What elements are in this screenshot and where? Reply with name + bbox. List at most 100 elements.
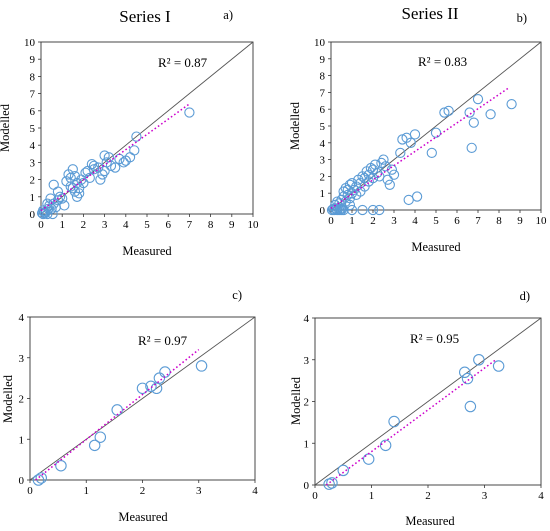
data-point <box>395 147 406 159</box>
panel-letter: a) <box>223 8 233 22</box>
data-point <box>461 372 474 385</box>
y-tick-label: 4 <box>304 313 310 325</box>
y-tick-label: 9 <box>30 54 36 66</box>
y-axis-label: Modelled <box>289 376 303 425</box>
y-axis-label: Modelled <box>0 103 12 152</box>
series-title: Series II <box>401 4 458 23</box>
panel-letter: d) <box>520 289 530 303</box>
data-point <box>379 439 392 452</box>
data-point <box>382 174 393 185</box>
data-point <box>357 204 368 216</box>
x-tick-label: 6 <box>454 215 460 227</box>
x-tick-label: 0 <box>27 485 33 497</box>
x-tick-label: 1 <box>369 490 375 502</box>
x-tick-label: 8 <box>496 215 502 227</box>
y-tick-label: 10 <box>314 37 326 49</box>
x-tick-label: 0 <box>38 219 44 231</box>
data-point <box>94 431 107 443</box>
data-point <box>131 131 142 142</box>
y-tick-label: 1 <box>304 438 310 450</box>
x-tick-label: 1 <box>59 219 65 231</box>
data-point <box>111 404 123 416</box>
data-point <box>88 160 100 171</box>
y-tick-label: 0 <box>320 205 326 217</box>
data-point <box>472 93 484 105</box>
y-tick-label: 3 <box>30 157 36 169</box>
data-point <box>464 400 477 413</box>
series-title: Series I <box>119 7 171 26</box>
data-point <box>52 186 64 197</box>
data-point <box>74 188 85 199</box>
data-point <box>159 366 171 378</box>
data-point <box>337 464 349 477</box>
y-tick-label: 3 <box>304 355 310 367</box>
y-tick-label: 4 <box>320 138 326 150</box>
y-tick-label: 5 <box>30 123 36 135</box>
y-tick-label: 9 <box>320 54 326 66</box>
y-tick-label: 7 <box>320 87 326 99</box>
y-axis-label: Modelled <box>288 101 302 150</box>
chart-panel-4: 00 1 1 2 2 3 3 4 4 R² = 0.95 Measured Modelled d) <box>289 289 544 528</box>
x-tick-label: 1 <box>349 215 355 227</box>
y-tick-label: 0 <box>30 209 36 221</box>
data-point <box>55 459 67 472</box>
r-squared-label: R² = 0.97 <box>138 333 188 348</box>
y-axis-label: Modelled <box>1 374 15 423</box>
data-point <box>59 200 70 211</box>
data-point <box>42 198 53 209</box>
x-tick-label: 5 <box>144 219 150 231</box>
y-tick-label: 8 <box>30 71 36 83</box>
x-tick-label: 3 <box>196 485 202 497</box>
data-point <box>97 169 108 180</box>
data-point <box>367 204 379 216</box>
y-tick-label: 0 <box>304 480 310 492</box>
data-point <box>326 477 338 489</box>
x-tick-label: 4 <box>123 219 129 231</box>
data-point <box>464 107 475 118</box>
data-point <box>492 360 505 372</box>
y-tick-label: 6 <box>320 104 326 116</box>
data-point <box>67 164 78 175</box>
y-tick-label: 7 <box>30 89 36 101</box>
x-tick-label: 6 <box>165 219 171 231</box>
r-squared-label: R² = 0.87 <box>158 55 208 70</box>
data-point <box>473 353 485 366</box>
data-point <box>35 472 47 484</box>
y-tick-label: 8 <box>320 71 326 83</box>
data-point <box>374 204 385 216</box>
y-tick-label: 2 <box>320 171 326 183</box>
x-tick-label: 4 <box>538 490 544 502</box>
data-point <box>110 162 121 173</box>
data-point <box>367 172 379 184</box>
y-tick-label: 1 <box>30 192 36 204</box>
data-point <box>468 117 479 128</box>
data-point <box>129 145 140 156</box>
y-tick-label: 3 <box>19 353 25 365</box>
data-point <box>388 169 400 180</box>
data-point <box>403 194 414 206</box>
data-point <box>409 129 421 140</box>
data-point <box>99 165 110 177</box>
data-point <box>88 439 101 452</box>
data-point <box>86 158 98 170</box>
data-point <box>136 382 149 395</box>
one-to-one-line <box>314 317 542 486</box>
y-tick-label: 2 <box>304 397 310 409</box>
y-tick-label: 1 <box>320 188 326 200</box>
x-tick-label: 3 <box>482 490 488 502</box>
x-tick-label: 7 <box>475 215 481 227</box>
x-tick-label: 9 <box>229 219 235 231</box>
panel-letter: b) <box>517 11 527 25</box>
one-to-one-line <box>40 41 254 215</box>
data-point <box>145 380 157 393</box>
data-point <box>74 183 85 194</box>
x-axis-label: Measured <box>411 240 461 254</box>
x-tick-label: 3 <box>102 219 108 231</box>
data-point <box>458 366 471 379</box>
data-point <box>118 157 129 168</box>
data-point <box>69 171 81 182</box>
r-squared-label: R² = 0.83 <box>418 54 467 69</box>
data-point <box>184 107 195 118</box>
chart-panel-3: 00 1 1 2 2 3 3 4 4 R² = 0.97 Measured Modelled c) <box>1 288 258 524</box>
